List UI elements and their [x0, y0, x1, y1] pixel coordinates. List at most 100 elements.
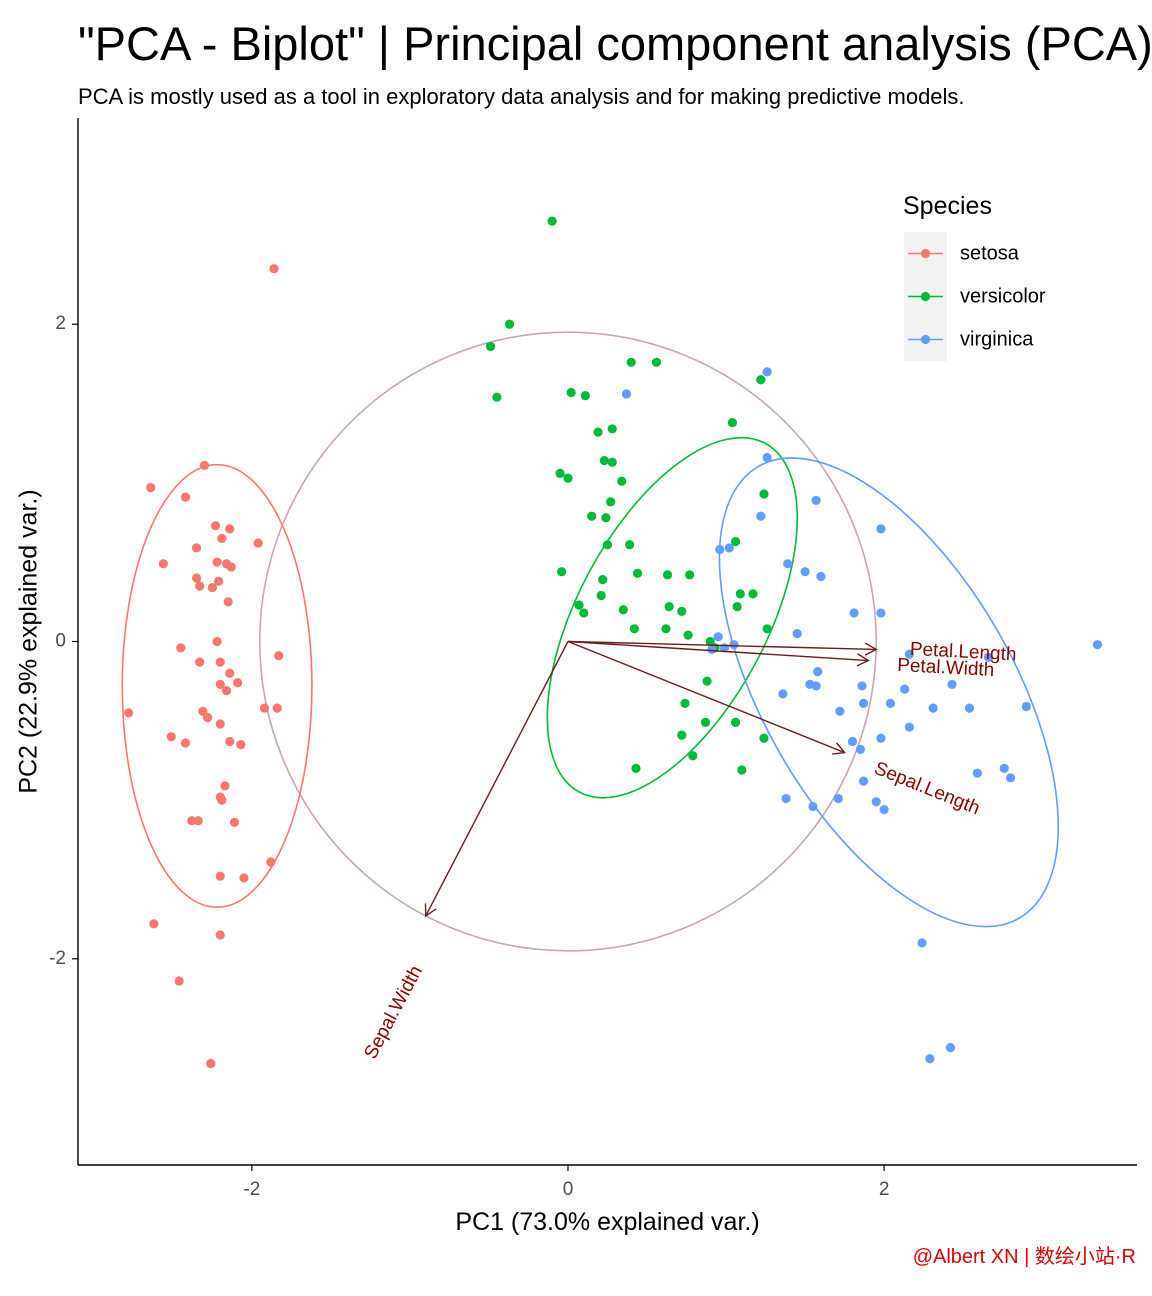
ellipse-setosa	[121, 463, 313, 909]
point-versicolor-19	[587, 511, 597, 521]
point-setosa-1	[199, 460, 210, 471]
point-versicolor-42	[705, 636, 715, 647]
point-virginica-1	[621, 389, 632, 399]
point-versicolor-7	[580, 391, 590, 401]
point-setosa-46	[149, 919, 159, 929]
point-virginica-7	[715, 544, 725, 555]
point-versicolor-39	[629, 624, 639, 634]
point-versicolor-34	[618, 605, 628, 615]
point-setosa-6	[217, 533, 227, 543]
point-virginica-0	[762, 367, 772, 377]
legend: Species setosa versicolor virginica	[903, 192, 1046, 361]
point-setosa-5	[225, 524, 235, 534]
point-virginica-45	[983, 652, 994, 662]
point-virginica-21	[947, 679, 957, 689]
point-setosa-23	[225, 668, 235, 678]
point-virginica-20	[857, 681, 867, 691]
point-setosa-29	[203, 713, 213, 723]
point-virginica-15	[707, 644, 717, 655]
point-setosa-36	[236, 740, 246, 750]
y-tick-label-1: 0	[55, 631, 66, 652]
point-versicolor-13	[599, 456, 609, 466]
point-virginica-39	[925, 1054, 935, 1064]
point-setosa-49	[206, 1058, 216, 1069]
x-tick-label-2: 2	[879, 1179, 890, 1200]
point-virginica-12	[876, 608, 886, 618]
point-versicolor-45	[680, 698, 690, 708]
point-versicolor-37	[732, 602, 742, 612]
chart-title: "PCA - Biplot" | Principal component ana…	[78, 17, 1152, 70]
point-versicolor-3	[626, 357, 636, 367]
x-axis-label: PC1 (73.0% explained var.)	[455, 1208, 759, 1236]
point-virginica-4	[756, 511, 766, 521]
point-setosa-3	[180, 492, 191, 502]
point-versicolor-38	[762, 624, 772, 634]
point-virginica-2	[762, 452, 772, 463]
point-setosa-48	[174, 976, 184, 986]
point-versicolor-46	[700, 717, 711, 728]
point-versicolor-14	[555, 468, 565, 478]
point-setosa-0	[269, 264, 279, 274]
point-versicolor-29	[748, 589, 758, 599]
point-virginica-30	[999, 763, 1009, 774]
point-virginica-3	[811, 495, 821, 505]
point-versicolor-5	[492, 392, 502, 402]
ellipse-versicolor	[546, 436, 799, 799]
point-virginica-48	[835, 706, 845, 716]
point-setosa-42	[229, 817, 240, 827]
point-setosa-47	[215, 930, 225, 940]
point-setosa-28	[198, 706, 208, 716]
point-versicolor-48	[677, 730, 687, 740]
point-setosa-40	[193, 816, 203, 826]
point-setosa-14	[195, 581, 205, 591]
point-virginica-35	[781, 793, 791, 804]
point-setosa-18	[176, 643, 186, 653]
point-versicolor-10	[593, 427, 603, 437]
point-setosa-35	[180, 738, 191, 748]
point-virginica-16	[713, 632, 723, 642]
point-setosa-33	[166, 732, 176, 742]
point-versicolor-32	[574, 600, 584, 610]
point-versicolor-15	[563, 473, 573, 483]
point-setosa-26	[221, 686, 232, 696]
point-versicolor-9	[727, 417, 737, 428]
point-versicolor-36	[677, 606, 687, 616]
point-virginica-5	[876, 524, 886, 534]
point-versicolor-2	[485, 341, 496, 352]
point-versicolor-28	[685, 570, 695, 580]
point-versicolor-20	[601, 513, 611, 523]
y-tick-label-0: -2	[49, 948, 66, 969]
legend-label-virginica: virginica	[960, 328, 1034, 350]
point-setosa-41	[215, 792, 225, 802]
point-setosa-7	[253, 538, 263, 548]
point-versicolor-35	[664, 602, 674, 612]
point-virginica-32	[858, 776, 869, 786]
legend-label-versicolor: versicolor	[960, 285, 1046, 307]
point-setosa-25	[233, 678, 243, 688]
point-versicolor-24	[557, 567, 567, 577]
point-versicolor-40	[661, 624, 671, 634]
point-setosa-24	[215, 679, 225, 689]
point-setosa-20	[215, 657, 225, 667]
point-virginica-43	[813, 667, 823, 677]
point-versicolor-0	[547, 216, 557, 226]
point-virginica-46	[847, 736, 858, 747]
point-virginica-31	[1005, 773, 1016, 783]
point-virginica-8	[783, 559, 793, 569]
point-setosa-39	[187, 816, 197, 826]
point-versicolor-44	[702, 676, 712, 686]
ellipse-virginica	[718, 457, 1060, 928]
point-setosa-44	[239, 873, 249, 883]
arrow-label-Petal.Width: Petal.Width	[897, 655, 995, 681]
point-versicolor-8	[756, 375, 766, 385]
point-setosa-19	[212, 636, 222, 647]
point-virginica-11	[849, 608, 859, 618]
chart-subtitle: PCA is mostly used as a tool in explorat…	[78, 84, 965, 109]
point-setosa-27	[123, 708, 134, 718]
point-versicolor-50	[759, 733, 769, 743]
point-setosa-45	[215, 871, 225, 881]
point-versicolor-17	[606, 497, 616, 507]
point-virginica-37	[879, 805, 889, 815]
point-versicolor-33	[579, 608, 589, 618]
